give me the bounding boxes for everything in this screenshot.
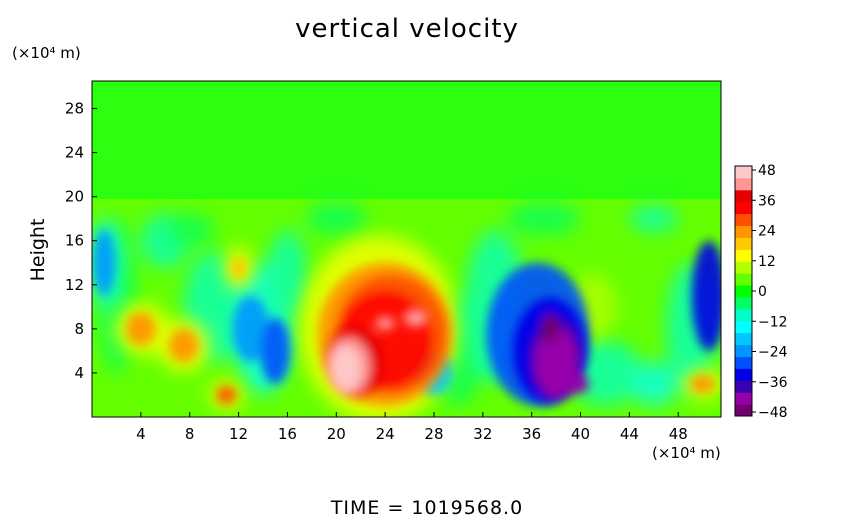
y-tick-label: 8 [74,320,84,338]
field-cell [403,309,428,327]
colorbar-swatch [735,308,752,322]
colorbar-swatch [735,320,752,334]
field-cell [541,313,559,345]
field-cell [260,317,290,384]
x-tick-label: 48 [669,425,688,443]
y-tick-label: 16 [65,232,84,250]
x-tick-label: 4 [136,425,146,443]
colorbar-tick-label: 48 [758,163,776,179]
field-cell [629,205,679,232]
field-cell [629,361,679,406]
colorbar-swatch [735,177,752,191]
field-cell [691,240,721,351]
colorbar-swatch [735,392,752,405]
upper-calm-layer [92,81,721,199]
field-cell [231,257,246,280]
colorbar-swatch [735,249,752,262]
velocity-field [92,81,721,417]
x-tick-label: 40 [571,425,590,443]
x-tick-label: 24 [376,425,395,443]
colorbar-swatch [735,404,752,417]
colorbar-tick-label: −48 [758,405,788,421]
x-axis: 4 8 12 16 20 24 28 32 36 40 44 48 [136,412,688,443]
colorbar-swatch [735,380,752,393]
colorbar-swatch [735,166,752,179]
colorbar-tick-label: 12 [758,254,776,270]
field-cell [305,202,367,236]
field-cell [568,339,642,406]
y-axis-unit-label: (×10⁴ m) [12,44,81,62]
colorbar-tick-label: 36 [758,193,776,209]
x-tick-label: 36 [522,425,541,443]
colorbar-swatch [735,201,752,215]
x-tick-label: 8 [185,425,195,443]
colorbar-swatch [735,225,752,238]
chart-title: vertical velocity [295,14,519,44]
colorbar-swatch [735,356,752,369]
field-cell [267,229,307,318]
colorbar-tick-label: −12 [758,314,788,330]
colorbar-swatch [735,261,752,274]
field-cell [559,374,590,394]
field-cell [331,346,361,391]
field-cell [126,312,156,346]
colorbar: 48 36 24 12 0 −12 −24 −36 −48 [734,163,788,421]
y-tick-label: 4 [74,364,84,382]
field-cell [507,202,581,236]
field-cell [690,375,715,393]
x-tick-label: 16 [278,425,297,443]
colorbar-swatch [735,213,752,227]
y-tick-label: 24 [65,144,84,162]
field-cell [375,316,395,330]
x-axis-unit-label: (×10⁴ m) [652,444,721,462]
colorbar-swatch [735,189,752,203]
field-cell [216,386,237,404]
field-cell [232,295,270,362]
colorbar-swatch [735,273,752,286]
plot-frame [91,80,722,418]
colorbar-tick-label: 0 [758,284,767,300]
colorbar-tick-label: 24 [758,224,776,240]
x-tick-label: 28 [424,425,443,443]
colorbar-tick-label: −36 [758,375,788,391]
colorbar-tick-label: −24 [758,345,788,361]
colorbar-swatch [735,237,752,250]
x-tick-label: 20 [327,425,346,443]
colorbar-swatch [735,332,752,346]
colorbar-swatch [735,285,752,298]
field-cell [168,328,199,362]
field-cell [165,213,215,247]
time-readout: TIME = 1019568.0 [330,497,524,519]
y-tick-label: 20 [65,188,84,206]
y-tick-label: 28 [65,100,84,118]
colorbar-swatch [735,344,752,357]
field-cell [93,229,116,296]
x-tick-label: 44 [620,425,639,443]
y-tick-label: 12 [65,276,84,294]
colorbar-swatch [735,368,752,381]
colorbar-swatch [735,296,752,310]
x-tick-label: 32 [473,425,492,443]
x-tick-label: 12 [229,425,248,443]
y-axis: 4 8 12 16 20 24 28 [65,100,97,382]
